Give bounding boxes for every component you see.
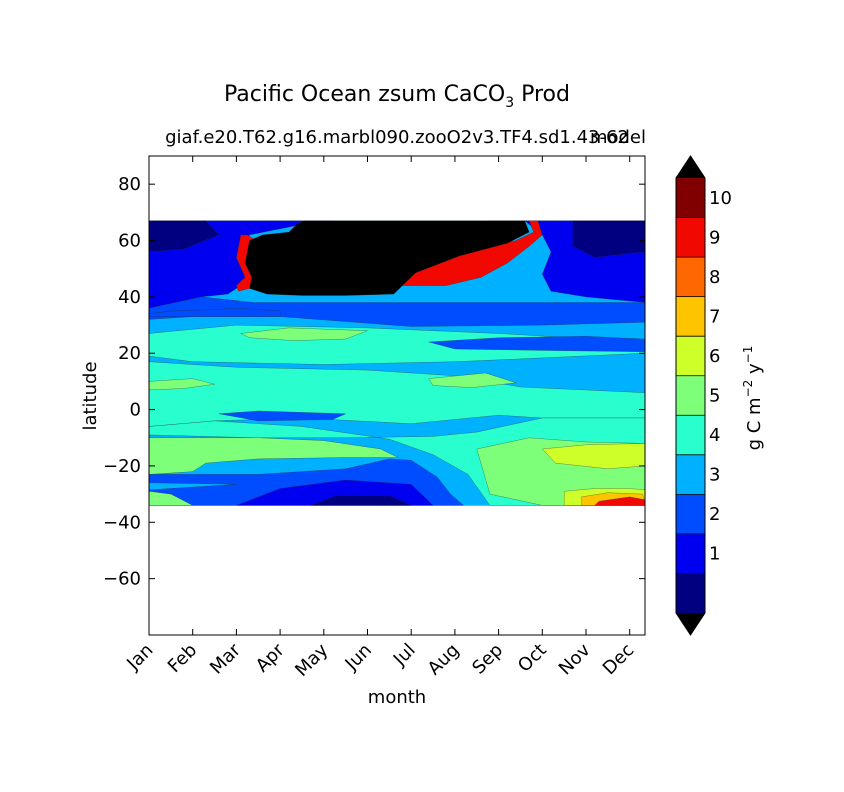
colorbar-segment [676,573,705,614]
x-tick-label: Nov [555,639,595,679]
contour-band-18 [149,437,399,475]
colorbar-tick-label: 9 [709,227,720,248]
contour-band-12 [218,410,346,422]
colorbar-segment [676,375,705,416]
contour-band-16 [310,495,412,506]
colorbar-tick-label: 5 [709,386,720,407]
plot-frame [148,155,646,636]
y-tick-label: −60 [103,569,141,590]
colorbar-segment [676,217,705,258]
colorbar: 1 2 3 4 5 6 7 8 9 10 [675,155,732,636]
contour-band-10 [149,378,215,391]
colorbar-over-arrow [676,156,705,178]
contour-band-3 [149,220,220,253]
y-axis-label: latitude [80,361,101,430]
colorbar-segment [676,494,705,535]
contour-band-28 [244,220,530,296]
x-tick-label: May [291,639,332,680]
contour-band-24 [594,496,645,506]
contour-band-8 [428,336,645,353]
y-tick-label: 80 [118,174,141,195]
y-tick-label: −40 [103,512,141,533]
y-axis: 80 60 40 20 0 −20 −40 −60 [103,174,645,590]
x-tick-label: Jul [389,640,420,671]
contour-band-11 [428,372,517,388]
colorbar-outline [675,155,706,636]
colorbar-tick-label: 6 [709,346,720,367]
chart-title: Pacific Ocean zsum CaCO3 Prod [224,82,570,111]
y-tick-label: 60 [118,231,141,252]
contour-band-20 [541,443,645,470]
colorbar-tick-label: 3 [709,465,720,486]
x-tick-label: Oct [514,640,551,677]
colorbar-tick-label: 2 [709,504,720,525]
contour-band-7 [239,327,368,341]
colorbar-segment [676,178,705,218]
colorbar-tick-label: 7 [709,306,720,327]
x-axis-label: month [368,687,426,708]
colorbar-segment [676,296,705,337]
colorbar-tick-label: 10 [709,188,732,209]
y-tick-label: 20 [118,343,141,364]
colorbar-segment [676,415,705,456]
contour-band-25 [149,307,281,317]
contour-band-21 [149,491,193,506]
colorbar-segment [676,454,705,495]
x-tick-label: Sep [468,640,507,679]
x-tick-label: Jan [122,640,157,675]
colorbar-tick-label: 1 [709,544,720,565]
colorbar-segment [676,257,705,298]
x-tick-label: Feb [164,640,201,677]
y-tick-label: 40 [118,287,141,308]
colorbar-label: g C m−2 y−1 [741,346,765,451]
contour-band-17 [149,482,237,491]
x-tick-label: Apr [252,639,289,676]
x-tick-label: Dec [599,640,638,679]
x-tick-label: Mar [206,639,245,678]
contour-band-4 [572,220,645,258]
chart-subtitle: giaf.e20.T62.g16.marbl090.zooO2v3.TF4.sd… [165,127,629,148]
x-tick-label: Aug [424,640,464,680]
colorbar-tick-label: 8 [709,267,720,288]
contour-bands [149,220,645,506]
contour-band-27 [401,220,543,286]
x-tick-label: Jun [341,640,376,675]
colorbar-segment [676,336,705,377]
y-tick-label: −20 [103,456,141,477]
chart-subtitle-overlap: model [590,127,646,148]
colorbar-under-arrow [676,613,705,635]
colorbar-tick-label: 4 [709,425,720,446]
colorbar-segment [676,533,705,574]
y-tick-label: 0 [130,400,141,421]
